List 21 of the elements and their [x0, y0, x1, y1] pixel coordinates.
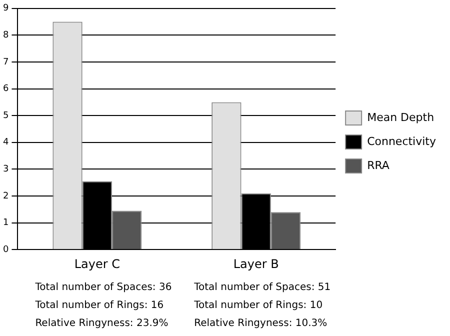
y-tick-label: 5 [2, 110, 9, 121]
text: Total number of Spaces: 51 [194, 282, 331, 293]
y-tick-label: 6 [2, 84, 9, 94]
legend-label: RRA [367, 158, 390, 172]
text: Total number of Rings: 16 [35, 300, 164, 311]
y-tick-label: 2 [2, 191, 9, 202]
text: Relative Ringyness: 23.9% [35, 318, 168, 329]
text: Relative Ringyness: 10.3% [194, 318, 328, 329]
y-tick-label: 9 [2, 4, 9, 14]
x-tick-label: Layer B [233, 256, 279, 271]
x-tick-label: Layer C [74, 256, 120, 271]
y-tick-label: 7 [2, 57, 9, 68]
y-tick-label: 1 [2, 218, 9, 228]
y-tick-label: 3 [2, 164, 9, 175]
y-tick-label: 0 [2, 244, 9, 255]
y-tick-label: 4 [2, 138, 9, 148]
legend-label: Connectivity [367, 134, 436, 148]
text: Total number of Spaces: 36 [35, 282, 172, 293]
legend-label: Mean Depth [367, 110, 434, 124]
y-tick-label: 8 [2, 30, 9, 41]
text: Total number of Rings: 10 [194, 300, 323, 311]
